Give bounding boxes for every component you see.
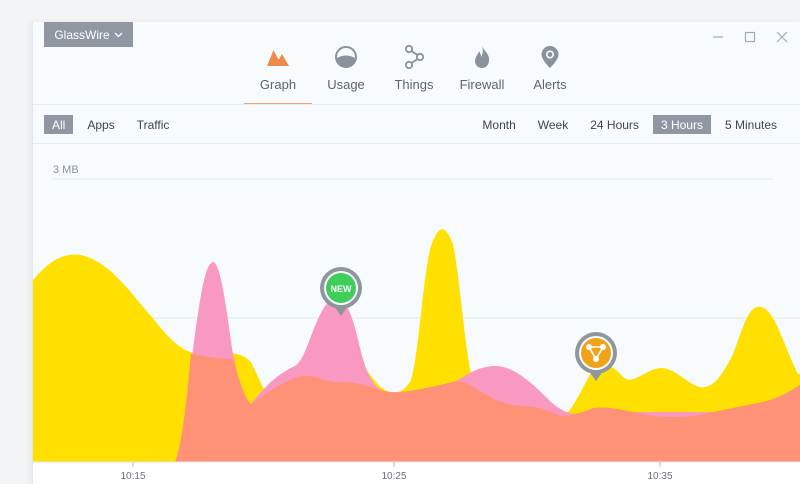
range-month[interactable]: Month <box>482 117 516 132</box>
tab-usage[interactable]: Usage <box>312 42 380 104</box>
tab-graph-label: Graph <box>259 77 297 92</box>
tab-graph[interactable]: Graph <box>244 42 312 105</box>
traffic-graph[interactable]: 3 MB 10:15 10:25 10:35 NEW <box>33 144 800 484</box>
x-tick-label-3: 10:35 <box>647 471 672 482</box>
alerts-icon <box>541 46 559 68</box>
series-overlap-area <box>175 354 800 462</box>
app-menu-dropdown[interactable]: GlassWire <box>44 22 133 47</box>
x-tick-label-1: 10:15 <box>120 471 145 482</box>
window-controls <box>709 28 791 46</box>
range-week[interactable]: Week <box>537 117 569 132</box>
things-icon <box>404 44 425 70</box>
range-5-minutes[interactable]: 5 Minutes <box>724 117 777 132</box>
range-3-hours[interactable]: 3 Hours <box>652 115 711 134</box>
main-nav: Graph Usage Things Firewall <box>244 42 584 105</box>
filter-traffic[interactable]: Traffic <box>136 117 170 132</box>
network-alert-marker[interactable] <box>575 332 617 381</box>
tab-usage-label: Usage <box>327 77 365 92</box>
nav-divider <box>33 104 800 105</box>
chevron-down-icon <box>114 30 123 40</box>
minimize-icon[interactable] <box>709 28 727 46</box>
new-marker-label: NEW <box>331 284 353 294</box>
tab-things[interactable]: Things <box>380 42 448 104</box>
app-menu-label: GlassWire <box>54 27 110 42</box>
tab-alerts-label: Alerts <box>533 77 567 92</box>
x-tick-label-2: 10:25 <box>381 471 406 482</box>
filter-apps[interactable]: Apps <box>87 117 115 132</box>
filter-divider <box>33 143 800 144</box>
tab-firewall-label: Firewall <box>459 77 505 92</box>
maximize-icon[interactable] <box>741 28 759 46</box>
tab-things-label: Things <box>394 77 434 92</box>
y-axis-label: 3 MB <box>53 164 79 176</box>
tab-firewall[interactable]: Firewall <box>448 42 516 104</box>
time-range-bar: Month Week 24 Hours 3 Hours 5 Minutes <box>474 115 785 134</box>
range-24-hours[interactable]: 24 Hours <box>590 117 639 132</box>
usage-icon <box>335 46 357 68</box>
glasswire-window: GlassWire Graph Usage <box>32 22 800 484</box>
x-axis-band <box>33 462 800 484</box>
filter-all[interactable]: All <box>44 115 74 134</box>
new-app-marker[interactable]: NEW <box>320 267 362 316</box>
firewall-icon <box>475 46 490 68</box>
tab-alerts[interactable]: Alerts <box>516 42 584 104</box>
close-icon[interactable] <box>773 28 791 46</box>
graph-icon <box>267 48 289 66</box>
filter-bar: All Apps Traffic <box>44 115 177 134</box>
network-alert-icon <box>585 344 606 363</box>
